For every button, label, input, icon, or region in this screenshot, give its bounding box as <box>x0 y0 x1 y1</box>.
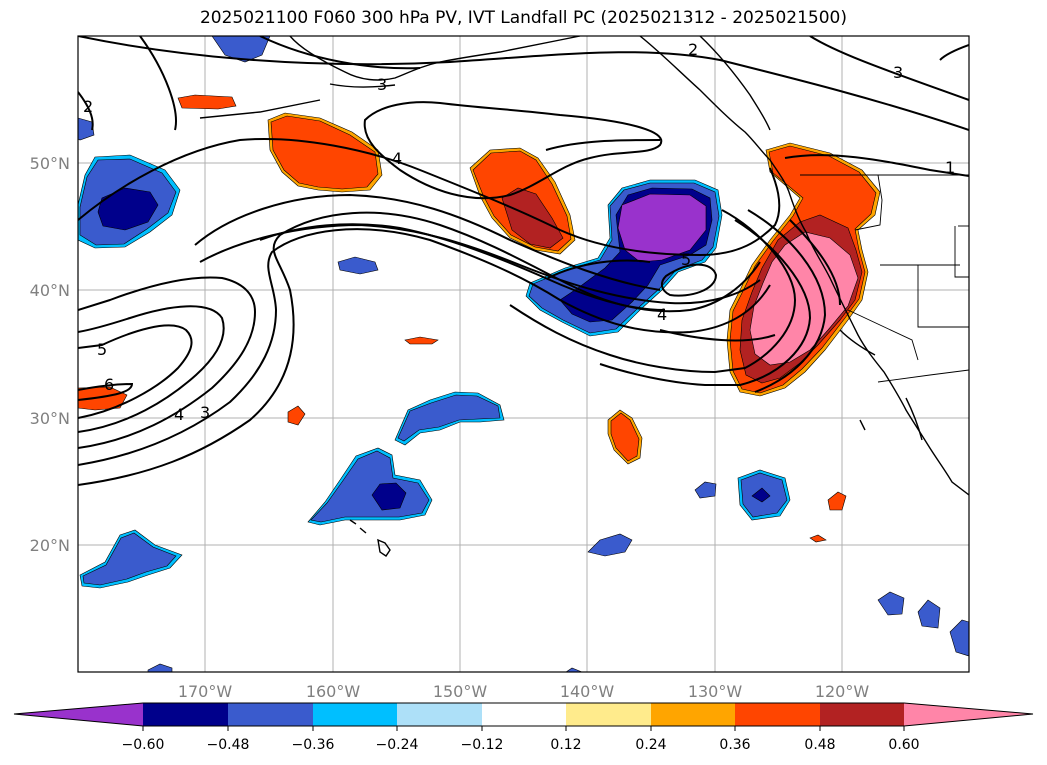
contour-label: 2 <box>688 40 698 59</box>
colorbar-swatch <box>566 703 651 726</box>
coastlines <box>199 36 969 557</box>
lat-tick-label: 40°N <box>30 281 70 300</box>
pv-neg-blob <box>751 487 771 503</box>
contour-label: 5 <box>97 340 107 359</box>
contour-label: 4 <box>657 305 667 324</box>
map-title: 2025021100 F060 300 hPa PV, IVT Landfall… <box>199 8 847 28</box>
pv-neg-blob <box>877 591 905 616</box>
contour-label: 3 <box>377 75 387 94</box>
colorbar-tick-label: 0.12 <box>550 737 581 753</box>
contour-label: 1 <box>945 158 955 177</box>
lon-tick-label: 130°W <box>688 682 743 701</box>
pv-neg-blob <box>397 394 501 442</box>
pv-pos-blob <box>404 336 439 345</box>
contour-label: 2 <box>83 97 93 116</box>
lat-tick-label: 30°N <box>30 409 70 428</box>
pv-pos-blob <box>78 386 128 411</box>
pv-neg-blob <box>917 599 941 629</box>
lat-tick-label: 50°N <box>30 154 70 173</box>
pv-neg-blob <box>82 532 177 586</box>
contour-label: 6 <box>104 375 114 394</box>
colorbar-ticks <box>142 726 905 731</box>
contour-label: 3 <box>893 63 903 82</box>
colorbar-tick-label: 0.48 <box>804 737 835 753</box>
colorbar-swatch-low <box>14 703 143 726</box>
political-borders <box>800 174 969 383</box>
colorbar: −0.60 −0.48 −0.36 −0.24 −0.12 0.12 0.24 … <box>13 702 1034 753</box>
colorbar-swatch <box>397 703 482 726</box>
pv-neg-blob <box>78 117 95 141</box>
colorbar-swatch <box>735 703 820 726</box>
colorbar-tick-labels: −0.60 −0.48 −0.36 −0.24 −0.12 0.12 0.24 … <box>122 737 920 753</box>
map-frame <box>77 35 970 673</box>
pv-neg-blob <box>587 533 633 557</box>
colorbar-tick-label: 0.60 <box>888 737 919 753</box>
pv-pos-blob <box>749 231 859 366</box>
lon-tick-label: 150°W <box>433 682 488 701</box>
colorbar-tick-label: −0.36 <box>292 737 335 753</box>
lon-tick-label: 170°W <box>178 682 233 701</box>
pv-pos-blob <box>287 405 306 426</box>
contour-label: 5 <box>681 250 691 269</box>
colorbar-swatch <box>482 703 566 726</box>
negative-pv-regions <box>78 36 969 672</box>
colorbar-swatch <box>820 703 904 726</box>
pv-contour-lines <box>78 36 969 486</box>
pv-pos-blob <box>270 115 379 190</box>
lon-tick-label: 140°W <box>560 682 615 701</box>
colorbar-swatch-high <box>904 703 1033 726</box>
lat-tick-label: 20°N <box>30 536 70 555</box>
colorbar-tick-label: −0.48 <box>207 737 250 753</box>
pv-neg-blob <box>371 482 407 511</box>
pv-pos-blob <box>827 491 847 511</box>
pv-neg-blob <box>211 36 271 63</box>
pv-neg-blob <box>97 187 159 231</box>
colorbar-swatch <box>228 703 313 726</box>
map-plot-area: 2 2 3 3 4 5 4 1 5 6 4 3 <box>78 36 969 672</box>
pv-neg-blob <box>617 193 707 263</box>
contour-labels: 2 2 3 3 4 5 4 1 5 6 4 3 <box>83 40 955 424</box>
pv-neg-blob <box>337 256 379 275</box>
pv-neg-blob <box>949 619 969 657</box>
colorbar-tick-label: 0.36 <box>719 737 750 753</box>
colorbar-tick-label: −0.60 <box>122 737 165 753</box>
colorbar-swatch <box>651 703 735 726</box>
colorbar-tick-label: 0.24 <box>635 737 666 753</box>
pv-neg-blob <box>694 481 717 499</box>
contour-label: 3 <box>200 403 210 422</box>
contour-label: 4 <box>392 149 402 168</box>
lat-tick-labels: 50°N 40°N 30°N 20°N <box>30 154 70 555</box>
lon-tick-label: 160°W <box>306 682 361 701</box>
pv-pos-blob <box>177 94 237 110</box>
colorbar-tick-label: −0.12 <box>461 737 504 753</box>
colorbar-swatch <box>143 703 228 726</box>
contour-label: 4 <box>174 405 184 424</box>
lon-tick-label: 120°W <box>815 682 870 701</box>
lon-tick-labels: 170°W 160°W 150°W 140°W 130°W 120°W <box>178 682 870 701</box>
colorbar-tick-label: −0.24 <box>376 737 419 753</box>
pv-pos-blob <box>809 534 827 543</box>
colorbar-swatch <box>313 703 397 726</box>
pv-neg-blob <box>565 667 583 672</box>
positive-pv-regions <box>78 94 881 543</box>
pv-pos-blob <box>610 412 640 462</box>
